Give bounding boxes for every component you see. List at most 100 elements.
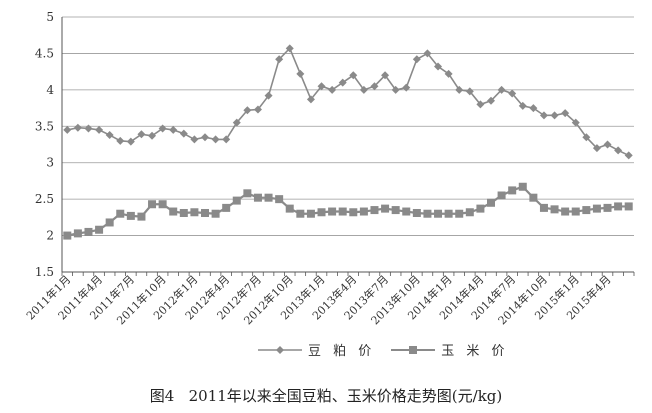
data-point-corn [116, 209, 125, 218]
data-point-corn [412, 208, 421, 217]
data-point-soymeal [179, 129, 188, 138]
data-point-corn [317, 208, 326, 217]
data-point-corn [582, 206, 591, 215]
data-point-soymeal [232, 118, 241, 127]
data-point-soymeal [561, 109, 570, 118]
data-point-soymeal [148, 131, 157, 140]
data-point-soymeal [539, 111, 548, 120]
data-point-corn [455, 209, 464, 218]
data-point-corn [487, 198, 495, 207]
data-point-corn [211, 209, 220, 218]
figure-caption: 图4 2011年以来全国豆粕、玉米价格走势图(元/kg) [0, 385, 652, 406]
data-point-corn [391, 206, 400, 215]
data-point-soymeal [126, 137, 135, 146]
y-tick-label: 1.5 [35, 265, 54, 279]
data-point-soymeal [317, 82, 326, 91]
data-point-soymeal [296, 69, 305, 78]
y-tick-label: 4 [46, 83, 54, 97]
data-point-corn [476, 204, 485, 213]
data-point-corn [190, 208, 199, 217]
data-point-corn [285, 204, 294, 213]
data-point-corn [306, 209, 315, 218]
data-point-soymeal [487, 96, 495, 105]
legend-item-soymeal: 豆 粕 价 [258, 340, 375, 359]
data-point-corn [264, 193, 273, 202]
legend-label-soymeal: 豆 粕 价 [308, 344, 376, 359]
data-point-corn [497, 191, 506, 200]
data-point-soymeal [391, 85, 400, 94]
data-point-soymeal [158, 124, 167, 133]
data-point-corn [402, 207, 411, 216]
data-point-soymeal [359, 85, 368, 94]
data-point-corn [222, 203, 231, 212]
data-point-soymeal [328, 85, 337, 94]
data-point-soymeal [550, 111, 559, 120]
square-marker-icon [391, 345, 436, 354]
data-point-soymeal [306, 95, 315, 104]
data-point-soymeal [412, 55, 421, 64]
chart-legend: 豆 粕 价 玉 米 价 [258, 340, 525, 359]
data-point-corn [253, 193, 262, 202]
data-point-soymeal [455, 85, 464, 94]
data-point-soymeal [222, 135, 231, 144]
data-point-corn [73, 229, 82, 238]
data-point-corn [201, 208, 209, 217]
data-point-soymeal [116, 136, 125, 145]
data-point-soymeal [402, 83, 411, 92]
data-point-corn [508, 186, 517, 195]
data-point-soymeal [211, 135, 220, 144]
data-point-corn [95, 225, 104, 234]
data-point-soymeal [201, 133, 209, 142]
data-point-soymeal [275, 55, 284, 64]
figure-title: 2011年以来全国豆粕、玉米价格走势图(元/kg) [188, 387, 503, 405]
series-line-soymeal [67, 46, 630, 157]
data-point-soymeal [614, 146, 623, 155]
data-point-soymeal [497, 85, 506, 94]
data-point-corn [434, 209, 443, 218]
figure-number: 图4 [149, 387, 175, 405]
data-point-soymeal [571, 118, 580, 127]
data-point-corn [349, 208, 358, 217]
data-point-soymeal [434, 62, 443, 71]
data-point-soymeal [624, 151, 633, 160]
data-point-soymeal [465, 87, 474, 96]
data-point-soymeal [338, 78, 347, 87]
data-point-soymeal [529, 104, 538, 113]
data-point-soymeal [73, 123, 82, 132]
y-tick-label: 5 [46, 10, 54, 24]
y-tick-label: 4.5 [35, 46, 54, 60]
legend-label-corn: 玉 米 价 [441, 344, 509, 359]
data-point-soymeal [423, 49, 432, 58]
data-point-soymeal [105, 131, 114, 140]
data-point-soymeal [476, 100, 485, 109]
data-point-corn [624, 202, 633, 211]
data-point-corn [179, 208, 188, 217]
data-point-corn [158, 200, 167, 209]
data-point-soymeal [603, 140, 612, 149]
data-point-corn [148, 200, 157, 209]
data-point-corn [614, 202, 623, 211]
y-tick-label: 2.5 [35, 192, 54, 206]
y-tick-label: 2 [46, 229, 54, 243]
data-point-soymeal [243, 106, 252, 115]
data-point-soymeal [285, 44, 294, 53]
data-point-corn [561, 207, 570, 216]
data-point-soymeal [63, 125, 72, 134]
data-point-corn [518, 182, 527, 191]
data-point-soymeal [444, 69, 453, 78]
data-point-corn [423, 209, 432, 218]
y-tick-label: 3.5 [35, 119, 54, 133]
legend-item-corn: 玉 米 价 [391, 340, 508, 359]
data-point-soymeal [518, 101, 527, 110]
data-point-corn [84, 227, 93, 236]
y-tick-label: 3 [46, 156, 54, 170]
data-point-corn [381, 204, 390, 213]
data-point-corn [126, 211, 135, 220]
data-point-soymeal [264, 91, 273, 100]
data-point-corn [63, 231, 72, 240]
data-point-soymeal [95, 125, 104, 134]
data-point-corn [444, 209, 453, 218]
data-point-corn [243, 189, 252, 198]
data-point-corn [529, 193, 538, 202]
